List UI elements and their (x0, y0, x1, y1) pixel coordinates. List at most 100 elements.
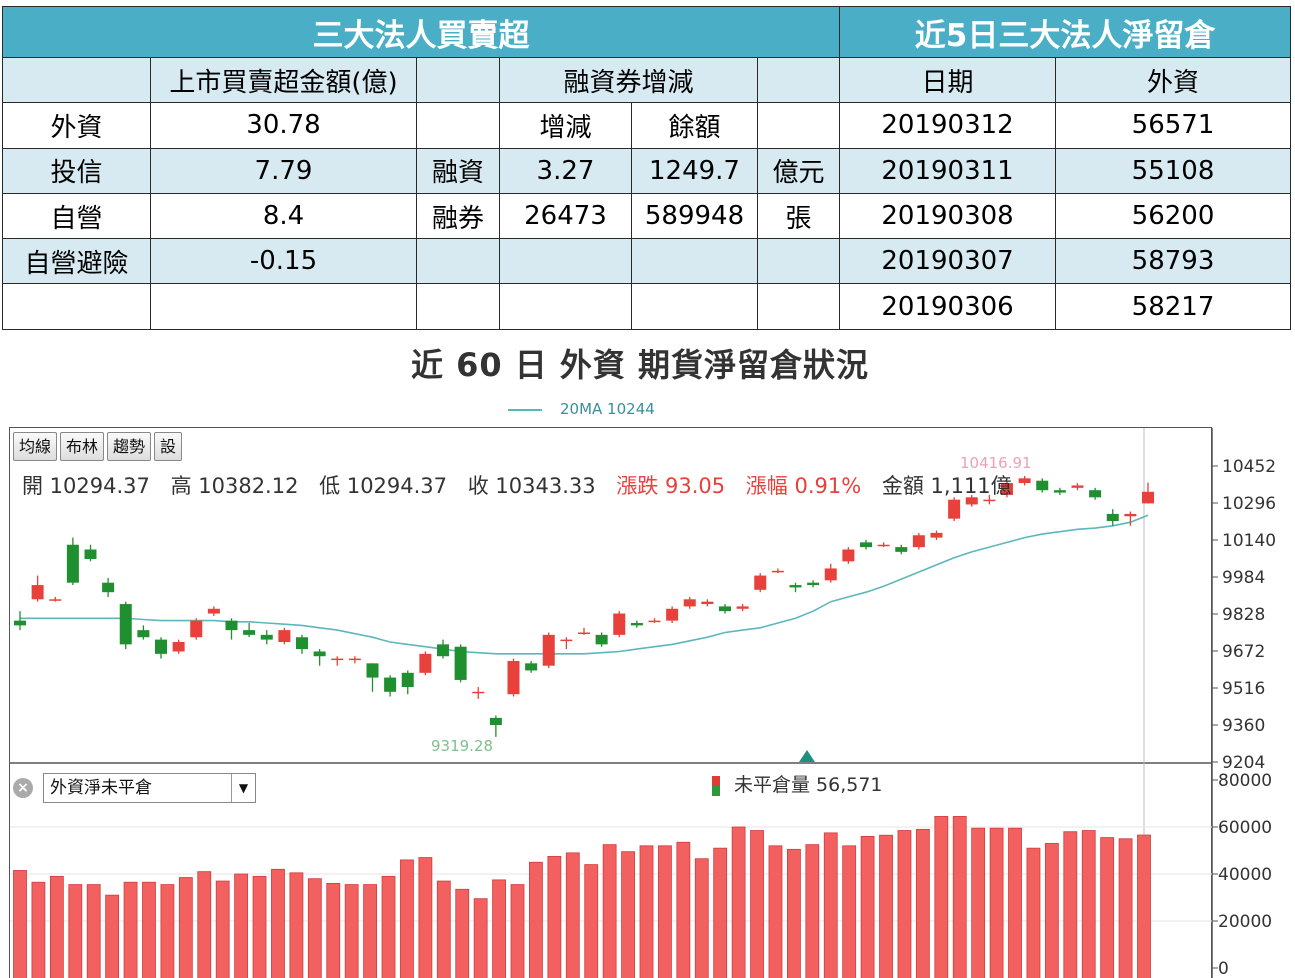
header-date: 日期 (839, 56, 1057, 104)
indicator-select[interactable]: 外資淨未平倉 ▼ (43, 773, 256, 803)
candle-body (842, 549, 855, 562)
row-name: 自營避險 (2, 238, 151, 285)
ohlc-open: 開 10294.37 (22, 474, 150, 498)
volume-bar (123, 881, 138, 978)
ohlc-change: 漲跌 93.05 (616, 474, 726, 498)
volume-bar (473, 898, 488, 978)
bollinger-button[interactable]: 布林 (60, 432, 105, 461)
price-axis-label: 9516 (1222, 679, 1265, 699)
volume-legend-swatch (712, 775, 720, 796)
volume-bar (86, 884, 101, 978)
volume-bar (234, 873, 249, 978)
row-margin-change: 26473 (499, 192, 632, 240)
row-margin-change: 3.27 (499, 147, 632, 194)
candle-body (895, 547, 908, 552)
candle-body (771, 570, 784, 573)
table-title-left: 三大法人買賣超 (1, 6, 841, 58)
volume-bar (418, 857, 433, 978)
candle-body (31, 585, 44, 600)
chevron-down-icon[interactable]: ▼ (231, 774, 255, 802)
trend-button[interactable]: 趨勢 (107, 432, 152, 461)
row-date: 20190306 (839, 283, 1057, 330)
candle-body (278, 630, 291, 642)
price-axis-label: 9360 (1222, 716, 1265, 736)
candle-body (754, 575, 767, 590)
row-margin-unit: 張 (756, 192, 841, 240)
close-icon[interactable]: × (13, 778, 33, 798)
volume-bar (363, 884, 377, 978)
candle-body (1001, 483, 1013, 495)
candle-body (419, 653, 432, 673)
volume-axis-label: 60000 (1218, 818, 1272, 838)
candle-body (807, 582, 820, 586)
candle-body (701, 601, 714, 605)
volume-bar (713, 847, 728, 978)
row-foreign: 56571 (1055, 102, 1292, 149)
price-axis-label: 9828 (1222, 605, 1265, 625)
ma20-line (20, 514, 1149, 655)
candle-body (489, 717, 502, 725)
candle-body (719, 606, 731, 612)
volume-bar (787, 848, 801, 978)
row-amount: 7.79 (150, 147, 417, 194)
volume-bar (565, 852, 580, 978)
volume-bar (13, 870, 27, 978)
candle-body (965, 497, 978, 505)
row-margin-balance: 589948 (631, 192, 758, 240)
volume-axis-label: 40000 (1218, 865, 1272, 885)
volume-bar (842, 845, 857, 978)
candle-body (260, 634, 273, 640)
volume-bar (492, 879, 506, 978)
candle-body (366, 663, 379, 678)
subheader-balance: 餘額 (631, 102, 758, 149)
row-foreign: 55108 (1055, 147, 1292, 194)
candle-body (243, 630, 256, 635)
volume-bar (178, 877, 193, 978)
volume-bar (436, 880, 451, 978)
candle-body (525, 663, 538, 671)
header-empty-3 (756, 56, 841, 104)
volume-bar (400, 859, 414, 978)
candle-body (948, 499, 961, 519)
candle-body (578, 632, 590, 634)
candle-body (384, 677, 397, 692)
settings-button[interactable]: 設 (154, 432, 183, 461)
candle-body (137, 630, 150, 638)
ohlc-pct: 漲幅 0.91% (745, 474, 862, 498)
candle-body (1089, 490, 1102, 498)
volume-bar (142, 881, 156, 978)
price-axis-label: 10452 (1222, 457, 1276, 477)
ma-button[interactable]: 均線 (13, 432, 58, 461)
candle-body (225, 620, 238, 631)
volume-bar (915, 828, 930, 978)
volume-bar (326, 883, 341, 978)
volume-axis-label: 80000 (1218, 771, 1272, 791)
volume-bar (879, 834, 893, 978)
candle-body (190, 620, 203, 638)
row-margin-label: 融資 (416, 147, 500, 194)
row-amount: 30.78 (150, 102, 417, 149)
header-empty-2 (416, 56, 500, 104)
row-margin-label (416, 283, 500, 330)
ma-legend-line (508, 408, 542, 411)
candle-body (84, 549, 97, 559)
volume-bar (1063, 831, 1078, 978)
marker-triangle-icon (799, 750, 815, 762)
chart-title: 近 60 日 外資 期貨淨留倉狀況 (410, 346, 870, 384)
row-date: 20190311 (839, 147, 1057, 194)
candle-body (1053, 490, 1066, 493)
volume-bar (602, 844, 617, 978)
subheader-change: 增減 (499, 102, 632, 149)
candle-body (666, 608, 679, 621)
row-amount: -0.15 (150, 238, 417, 285)
candle-body (595, 634, 608, 645)
indicator-select-value: 外資淨未平倉 (50, 778, 152, 798)
volume-bar (694, 858, 709, 978)
ohlc-readout: 開 10294.37 高 10382.12 低 10294.37 收 10343… (22, 470, 1026, 500)
candle-body (296, 637, 308, 650)
candle-body (119, 604, 132, 645)
volume-bar (1081, 830, 1096, 978)
volume-bar (215, 880, 230, 978)
volume-axis-label: 20000 (1218, 912, 1272, 932)
candle-body (912, 535, 925, 548)
